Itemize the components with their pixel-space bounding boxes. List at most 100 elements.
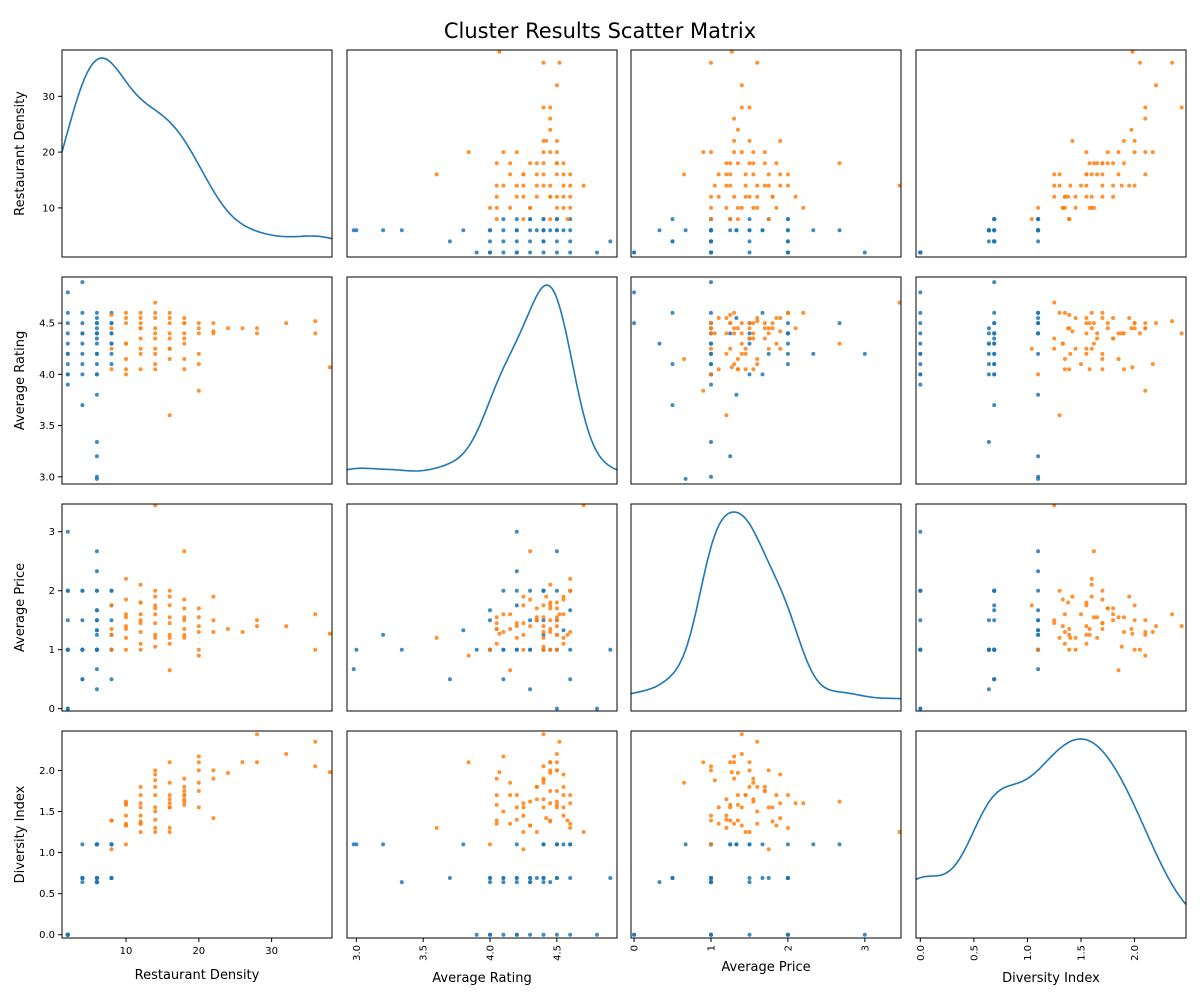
data-point-cluster-1	[548, 606, 553, 611]
data-point-cluster-1	[766, 847, 771, 852]
data-point-cluster-1	[561, 784, 566, 789]
data-point-cluster-0	[632, 932, 637, 937]
data-point-cluster-1	[554, 205, 559, 210]
data-point-cluster-0	[501, 932, 506, 937]
data-point-cluster-1	[534, 830, 539, 834]
x-tick-label: 3.0	[352, 945, 363, 961]
data-point-cluster-1	[735, 217, 740, 222]
data-point-cluster-0	[709, 341, 713, 346]
data-point-cluster-0	[65, 618, 70, 623]
data-point-cluster-0	[94, 341, 99, 346]
data-point-cluster-1	[548, 627, 553, 631]
data-point-cluster-1	[1089, 594, 1094, 599]
data-point-cluster-1	[153, 606, 158, 611]
data-point-cluster-0	[992, 362, 997, 367]
data-point-cluster-1	[766, 346, 771, 351]
data-point-cluster-1	[747, 105, 752, 110]
data-point-cluster-1	[514, 183, 519, 188]
data-point-cluster-1	[785, 183, 790, 188]
data-point-cluster-1	[1052, 300, 1057, 305]
data-point-cluster-1	[1029, 217, 1034, 222]
data-point-cluster-0	[554, 706, 559, 711]
data-point-cluster-1	[255, 618, 259, 623]
data-point-cluster-1	[225, 770, 230, 775]
data-point-cluster-1	[109, 312, 114, 317]
data-point-cluster-0	[109, 362, 114, 367]
y-tick-label: 2	[49, 586, 55, 597]
data-point-cluster-1	[240, 630, 245, 634]
data-point-cluster-1	[1111, 183, 1116, 188]
data-point-cluster-1	[735, 127, 740, 132]
data-point-cluster-0	[94, 336, 99, 341]
data-point-cluster-0	[760, 228, 765, 233]
data-point-cluster-0	[528, 217, 533, 222]
data-point-cluster-0	[554, 876, 559, 880]
data-point-cluster-0	[94, 876, 99, 880]
data-point-cluster-0	[766, 351, 771, 356]
data-point-cluster-1	[1143, 630, 1148, 634]
data-point-cluster-1	[211, 630, 216, 634]
data-point-cluster-0	[554, 549, 559, 554]
data-point-cluster-0	[918, 372, 923, 377]
data-point-cluster-1	[1100, 357, 1105, 361]
data-point-cluster-1	[1089, 576, 1094, 581]
data-point-cluster-0	[608, 876, 613, 880]
data-point-cluster-0	[918, 351, 923, 356]
data-point-cluster-1	[494, 161, 499, 166]
data-point-cluster-1	[1095, 161, 1100, 166]
data-point-cluster-1	[153, 362, 158, 367]
data-point-cluster-1	[534, 172, 539, 177]
data-point-cluster-1	[1087, 632, 1092, 637]
data-point-cluster-1	[544, 594, 549, 599]
data-point-cluster-1	[729, 365, 734, 370]
data-point-cluster-0	[992, 608, 997, 613]
data-point-cluster-0	[528, 228, 533, 233]
data-point-cluster-1	[1143, 632, 1148, 637]
data-point-cluster-1	[153, 635, 158, 640]
data-point-cluster-1	[712, 331, 717, 336]
data-point-cluster-0	[992, 351, 997, 356]
data-point-cluster-1	[284, 752, 289, 756]
data-point-cluster-1	[521, 801, 526, 806]
data-point-cluster-0	[541, 842, 546, 847]
data-point-cluster-0	[548, 228, 553, 233]
data-point-cluster-1	[124, 310, 128, 315]
data-point-cluster-0	[992, 228, 997, 233]
data-point-cluster-1	[1068, 183, 1073, 188]
data-point-cluster-1	[167, 805, 172, 810]
data-point-cluster-0	[80, 880, 85, 885]
data-point-cluster-1	[701, 760, 706, 765]
data-point-cluster-0	[766, 876, 771, 880]
data-point-cluster-0	[992, 372, 997, 377]
panel-average-price-vs-diversity-index	[915, 503, 1187, 712]
data-point-cluster-0	[785, 341, 790, 346]
data-point-cluster-1	[548, 183, 553, 188]
data-point-cluster-0	[918, 321, 923, 326]
data-point-cluster-1	[1052, 621, 1057, 626]
data-point-cluster-1	[1137, 331, 1142, 336]
data-point-cluster-0	[670, 362, 675, 367]
data-point-cluster-0	[94, 331, 99, 336]
data-point-cluster-1	[1073, 194, 1078, 199]
data-point-cluster-0	[514, 529, 519, 534]
data-point-cluster-0	[541, 618, 546, 623]
data-point-cluster-1	[739, 823, 744, 828]
data-point-cluster-1	[709, 818, 713, 823]
data-point-cluster-1	[739, 331, 744, 336]
data-point-cluster-1	[732, 116, 737, 121]
data-point-cluster-1	[225, 627, 230, 631]
data-point-cluster-0	[461, 628, 466, 633]
data-point-cluster-0	[1036, 351, 1041, 356]
data-point-cluster-1	[1060, 341, 1065, 346]
data-point-cluster-1	[153, 632, 158, 637]
data-point-cluster-1	[778, 138, 783, 143]
data-point-cluster-0	[837, 321, 842, 326]
data-point-cluster-1	[739, 732, 744, 737]
data-point-cluster-1	[521, 183, 526, 188]
data-point-cluster-1	[728, 312, 733, 317]
data-point-cluster-0	[541, 632, 546, 637]
data-point-cluster-1	[770, 805, 775, 810]
data-point-cluster-1	[182, 336, 187, 341]
data-point-cluster-0	[80, 331, 85, 336]
